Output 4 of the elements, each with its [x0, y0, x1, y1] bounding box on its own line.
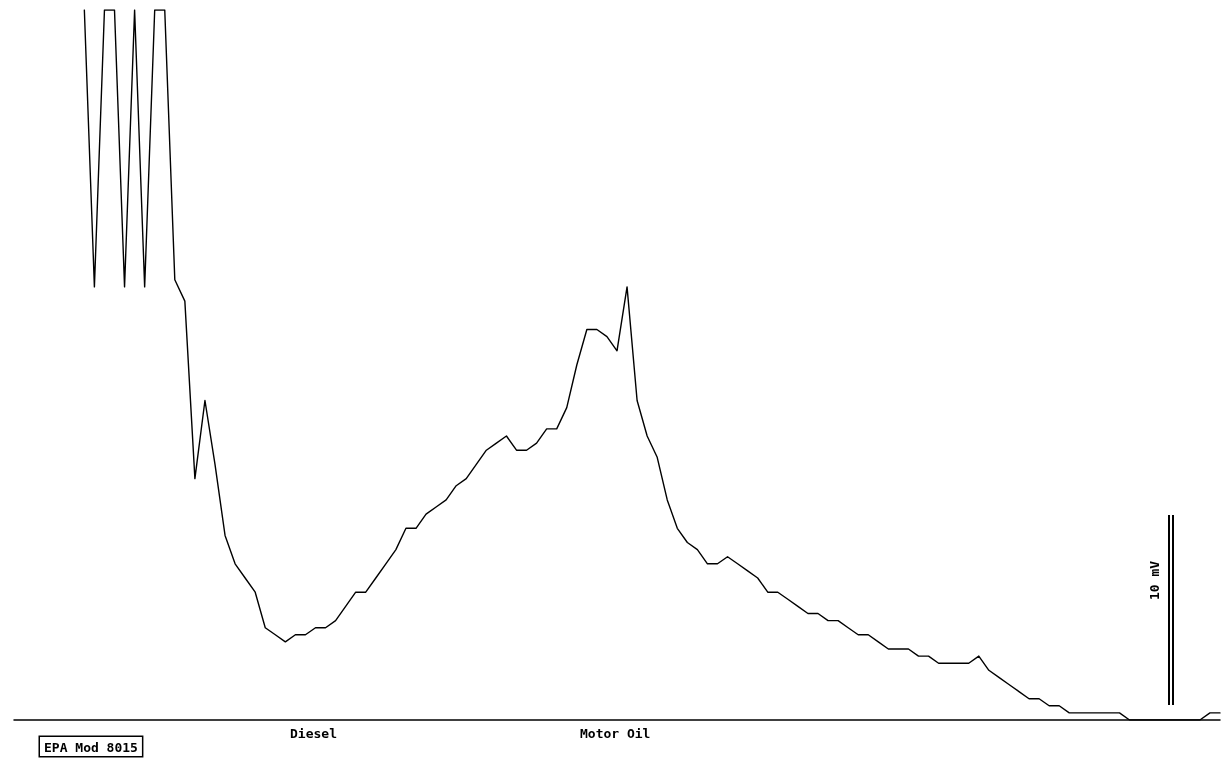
text: Motor Oil	[580, 726, 651, 741]
text: EPA Mod 8015	[44, 740, 138, 755]
text: Diesel	[290, 726, 337, 741]
annotation: 10 mV	[1147, 560, 1162, 600]
